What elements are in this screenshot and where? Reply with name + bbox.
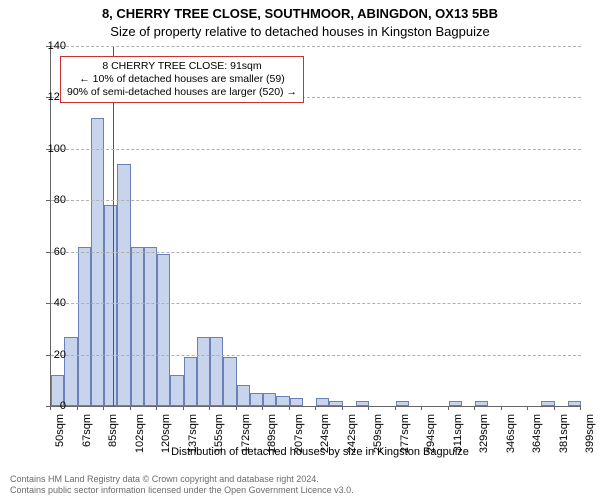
histogram-bar [170,375,183,406]
x-tick-mark [580,406,581,410]
annotation-line-1: 8 CHERRY TREE CLOSE: 91sqm [67,60,297,73]
x-tick-mark [130,406,131,410]
histogram-bar [210,337,223,406]
y-tick-label: 140 [38,40,66,52]
x-tick-label: 172sqm [240,414,252,474]
x-tick-mark [501,406,502,410]
attribution: Contains HM Land Registry data © Crown c… [0,472,600,497]
y-tick-label: 60 [38,246,66,258]
histogram-bar [449,401,462,406]
x-tick-mark [209,406,210,410]
y-tick-label: 80 [38,194,66,206]
x-tick-mark [103,406,104,410]
x-tick-label: 399sqm [584,414,596,474]
y-tick-mark [46,46,50,47]
y-tick-label: 100 [38,143,66,155]
x-tick-label: 346sqm [505,414,517,474]
y-tick-mark [46,200,50,201]
x-tick-mark [554,406,555,410]
x-tick-mark [315,406,316,410]
histogram-bar [157,254,170,406]
x-tick-label: 189sqm [266,414,278,474]
histogram-bar [78,247,91,406]
y-tick-mark [46,303,50,304]
chart-subtitle: Size of property relative to detached ho… [0,24,600,39]
x-tick-label: 259sqm [372,414,384,474]
x-tick-label: 102sqm [134,414,146,474]
x-axis-caption: Distribution of detached houses by size … [120,446,520,458]
histogram-bar [64,337,77,406]
gridline [51,355,581,356]
x-tick-mark [474,406,475,410]
x-tick-label: 329sqm [478,414,490,474]
y-tick-mark [46,97,50,98]
attribution-line-2: Contains public sector information licen… [10,485,590,496]
histogram-bar [197,337,210,406]
x-tick-label: 364sqm [531,414,543,474]
x-tick-label: 224sqm [319,414,331,474]
y-tick-mark [46,252,50,253]
annotation-line-3: 90% of semi-detached houses are larger (… [67,86,297,99]
histogram-bar [541,401,554,406]
x-tick-label: 207sqm [293,414,305,474]
x-tick-mark [262,406,263,410]
x-tick-label: 277sqm [399,414,411,474]
gridline [51,46,581,47]
attribution-line-1: Contains HM Land Registry data © Crown c… [10,474,590,485]
annotation-box: 8 CHERRY TREE CLOSE: 91sqm ← 10% of deta… [60,56,304,103]
x-tick-mark [183,406,184,410]
histogram-bar [223,357,236,406]
x-tick-mark [527,406,528,410]
x-tick-label: 67sqm [81,414,93,474]
x-tick-label: 242sqm [346,414,358,474]
x-tick-mark [342,406,343,410]
x-tick-mark [289,406,290,410]
histogram-bar [276,396,289,406]
y-tick-mark [46,355,50,356]
x-tick-label: 85sqm [107,414,119,474]
x-tick-label: 311sqm [452,414,464,474]
annotation-line-2: ← 10% of detached houses are smaller (59… [67,73,297,86]
y-tick-label: 40 [38,297,66,309]
x-tick-mark [395,406,396,410]
histogram-bar [475,401,488,406]
x-tick-mark [77,406,78,410]
histogram-bar [568,401,581,406]
x-tick-mark [50,406,51,410]
y-tick-label: 20 [38,349,66,361]
histogram-bar [131,247,144,406]
histogram-bar [356,401,369,406]
histogram-bar [263,393,276,406]
x-tick-mark [421,406,422,410]
page-title: 8, CHERRY TREE CLOSE, SOUTHMOOR, ABINGDO… [0,6,600,21]
x-tick-label: 50sqm [54,414,66,474]
gridline [51,252,581,253]
x-tick-mark [448,406,449,410]
histogram-bar [316,398,329,406]
x-tick-label: 120sqm [160,414,172,474]
x-tick-label: 137sqm [187,414,199,474]
histogram-bar [237,385,250,406]
gridline [51,200,581,201]
histogram-bar [250,393,263,406]
histogram-bar [104,205,117,406]
x-tick-label: 381sqm [558,414,570,474]
x-tick-mark [236,406,237,410]
x-tick-label: 294sqm [425,414,437,474]
y-tick-mark [46,149,50,150]
x-tick-mark [368,406,369,410]
histogram-bar [184,357,197,406]
x-tick-label: 155sqm [213,414,225,474]
histogram-bar [91,118,104,406]
histogram-bar [290,398,303,406]
histogram-bar [329,401,342,406]
x-tick-mark [156,406,157,410]
gridline [51,149,581,150]
y-tick-label: 0 [38,400,66,412]
gridline [51,303,581,304]
histogram-bar [144,247,157,406]
histogram-bar [396,401,409,406]
